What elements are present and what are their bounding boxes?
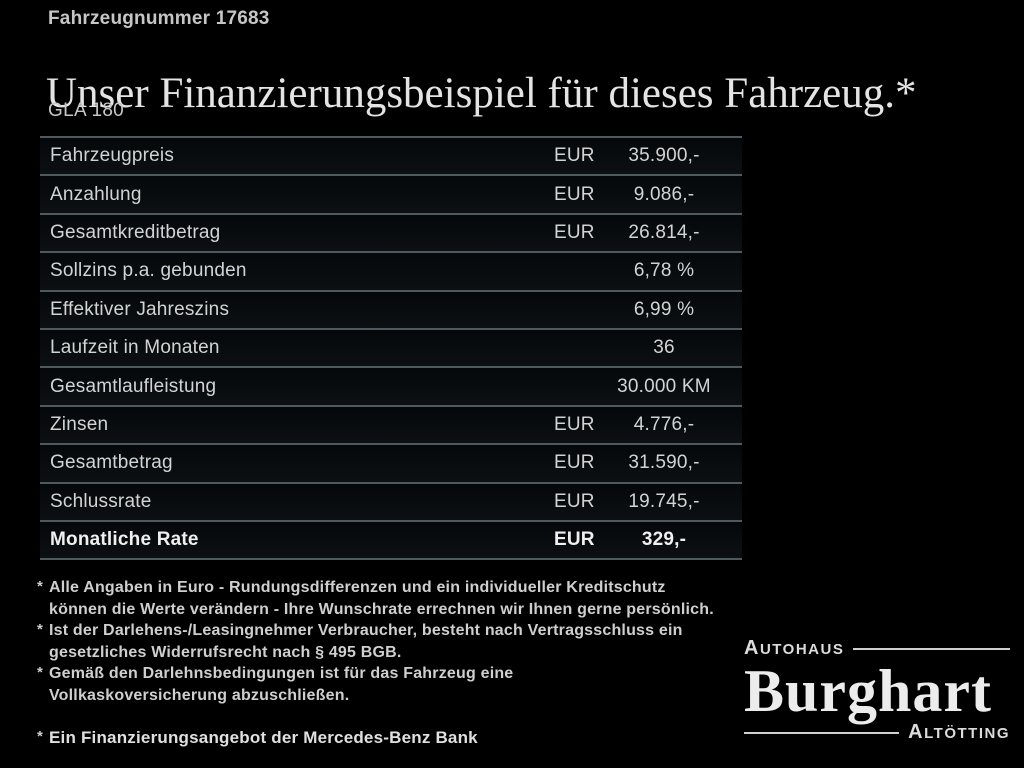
row-label: Sollzins p.a. gebunden <box>50 260 247 282</box>
row-label: Monatliche Rate <box>50 529 199 551</box>
row-label: Gesamtbetrag <box>50 452 173 474</box>
row-value: 26.814,- <box>628 221 700 243</box>
table-row: Zinsen EUR 4.776,- <box>40 404 742 444</box>
table-row: Gesamtkreditbetrag EUR 26.814,- <box>40 212 742 252</box>
footnote-line: Vollkaskoversicherung abzuschließen. <box>49 686 350 704</box>
table-row: Anzahlung EUR 9.086,- <box>40 174 742 213</box>
table-row: Effektiver Jahreszins 6,99 % <box>40 289 742 328</box>
footnote-text: Gemäß den Darlehnsbedingungen ist für da… <box>49 663 757 706</box>
footnotes: * Alle Angaben in Euro - Rundungsdiffere… <box>37 577 757 707</box>
row-currency: EUR <box>554 221 595 243</box>
row-currency: EUR <box>554 413 595 435</box>
footnote-line: Alle Angaben in Euro - Rundungsdifferenz… <box>49 579 666 596</box>
footnote-line: Ist der Darlehens-/Leasingnehmer Verbrau… <box>49 622 683 640</box>
row-currency: EUR <box>554 183 595 205</box>
table-row: Fahrzeugpreis EUR 35.900,- <box>40 136 742 175</box>
footnote-marker: * <box>37 664 43 682</box>
logo-line-bottom <box>744 731 900 734</box>
row-value: 35.900,- <box>628 145 700 167</box>
financing-bank-note-text: Ein Finanzierungsangebot der Mercedes-Be… <box>49 728 478 747</box>
table-row-monthly-rate: Monatliche Rate EUR 329,- <box>40 519 742 559</box>
row-label: Fahrzeugpreis <box>50 145 175 167</box>
footnote: * Ist der Darlehens-/Leasingnehmer Verbr… <box>37 620 757 663</box>
table-row: Sollzins p.a. gebunden 6,78 % <box>40 251 742 290</box>
row-value: 6,99 % <box>633 298 695 320</box>
logo-line-top <box>853 647 1010 650</box>
footnote-line: können die Werte verändern - Ihre Wunsch… <box>49 600 714 618</box>
row-value: 6,78 % <box>633 260 695 282</box>
table-row: Gesamtbetrag EUR 31.590,- <box>40 443 742 482</box>
row-value: 30.000 KM <box>617 375 711 397</box>
row-value: 31.590,- <box>628 452 700 474</box>
dealer-logo: AUTOHAUS Burghart ALTÖTTING <box>744 637 1010 744</box>
footnote-line: Gemäß den Darlehnsbedingungen ist für da… <box>49 665 514 683</box>
footnote-line: gesetzliches Widerrufsrecht nach § 495 B… <box>49 643 402 661</box>
page-title: Unser Finanzierungsbeispiel für dieses F… <box>46 69 917 117</box>
row-value: 4.776,- <box>633 413 695 435</box>
row-label: Gesamtlaufleistung <box>50 375 217 397</box>
vehicle-number: Fahrzeugnummer 17683 <box>48 8 270 29</box>
row-label: Effektiver Jahreszins <box>50 298 230 320</box>
row-currency: EUR <box>554 145 595 167</box>
row-label: Zinsen <box>50 413 109 435</box>
logo-altoetting-text: ALTÖTTING <box>908 721 1010 743</box>
footnote-marker: * <box>37 578 43 595</box>
footnote-text: Ist der Darlehens-/Leasingnehmer Verbrau… <box>49 620 757 663</box>
model-name: GLA 180 <box>48 100 125 121</box>
table-row: Gesamtlaufleistung 30.000 KM <box>40 366 742 405</box>
row-currency: EUR <box>554 490 595 512</box>
logo-burghart-text: Burghart <box>744 658 992 724</box>
footnote-text: Alle Angaben in Euro - Rundungsdifferenz… <box>49 577 757 620</box>
table-row: Schlussrate EUR 19.745,- <box>40 481 742 520</box>
footnote: * Alle Angaben in Euro - Rundungsdiffere… <box>37 577 757 620</box>
row-value: 36 <box>653 337 675 359</box>
logo-bottom-row: ALTÖTTING <box>744 721 1010 744</box>
row-currency: EUR <box>554 529 595 551</box>
footnote-marker: * <box>37 621 43 639</box>
row-value: 329,- <box>641 529 687 551</box>
row-label: Laufzeit in Monaten <box>50 337 220 359</box>
financing-bank-note: * Ein Finanzierungsangebot der Mercedes-… <box>37 728 478 748</box>
row-label: Gesamtkreditbetrag <box>50 221 221 243</box>
logo-top-row: AUTOHAUS <box>744 637 1010 660</box>
row-value: 19.745,- <box>628 490 700 512</box>
footnote: * Gemäß den Darlehnsbedingungen ist für … <box>37 663 757 706</box>
row-value: 9.086,- <box>633 183 695 205</box>
table-row: Laufzeit in Monaten 36 <box>40 327 742 367</box>
footnote-marker: * <box>37 728 44 745</box>
financing-table: Fahrzeugpreis EUR 35.900,- Anzahlung EUR… <box>40 136 742 561</box>
logo-autohaus-text: AUTOHAUS <box>744 637 845 659</box>
row-label: Schlussrate <box>50 490 152 512</box>
row-currency: EUR <box>554 452 595 474</box>
row-label: Anzahlung <box>50 183 142 205</box>
